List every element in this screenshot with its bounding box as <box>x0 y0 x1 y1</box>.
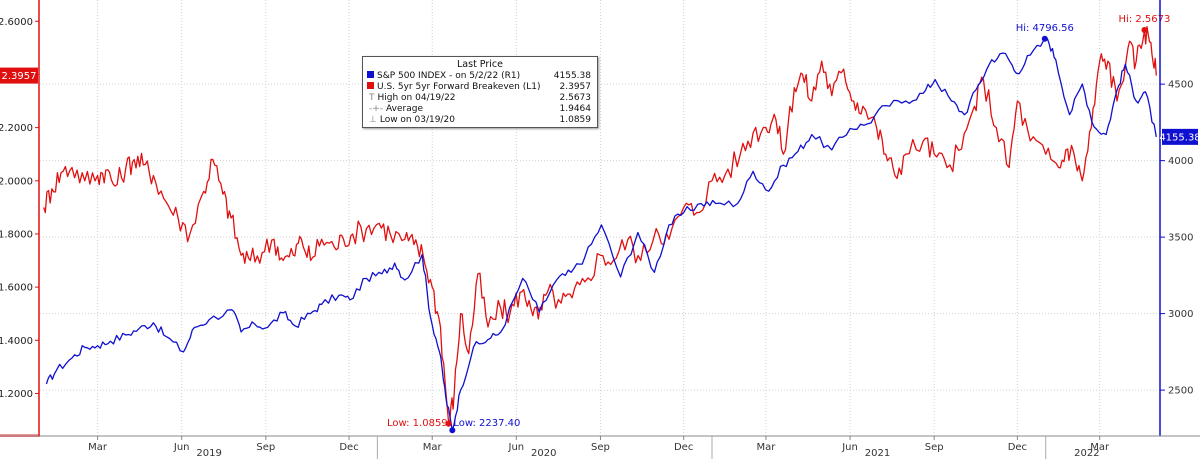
gridlines <box>40 0 1160 436</box>
x-axis-month-label: Dec <box>339 442 358 453</box>
left-last-price-flag <box>0 67 38 84</box>
right-axis-tick-label: 3000 <box>1168 309 1193 320</box>
left-axis-tick-label: 1.6000 <box>0 283 33 294</box>
left-axis-tick-label: 1.2000 <box>0 389 33 400</box>
x-axis-month-label: Dec <box>674 442 693 453</box>
x-axis-month-label: Sep <box>256 442 275 453</box>
x-axis-start-marker <box>0 434 40 437</box>
annotation-label: Hi: 4796.56 <box>1016 23 1074 34</box>
annotation-marker <box>449 427 456 434</box>
annotation-marker <box>1041 35 1048 42</box>
left-last-price-label: 2.3957 <box>2 71 37 82</box>
x-axis-month-label: Mar <box>423 442 443 453</box>
legend-entry-breakeven[interactable]: U.S. 5yr 5yr Forward Breakeven (L1) 2.39… <box>363 82 597 93</box>
legend-label-breakeven: U.S. 5yr 5yr Forward Breakeven (L1) <box>377 82 541 92</box>
left-axis-tick-label: 2.2000 <box>0 123 33 134</box>
right-axis-tick-label: 2500 <box>1168 386 1193 397</box>
legend-swatch-sp500 <box>367 71 374 78</box>
x-axis-month-label: Dec <box>1008 442 1027 453</box>
legend-label-high: High on 04/19/22 <box>377 93 456 103</box>
x-axis-year-label: 2020 <box>531 448 556 459</box>
legend-value-breakeven: 2.3957 <box>559 82 592 92</box>
left-axis-tick-label: 1.4000 <box>0 336 33 347</box>
right-axis-tick-label: 4500 <box>1168 80 1193 91</box>
legend-label-sp500: S&P 500 INDEX - on 5/2/22 (R1) <box>377 71 521 81</box>
series-lines <box>43 26 1157 431</box>
annotation-label: Low: 1.0859 <box>387 418 448 429</box>
x-axis-month-label: Sep <box>591 442 610 453</box>
legend-value-average: 1.9464 <box>559 104 592 114</box>
legend-label-low: Low on 03/19/20 <box>379 115 455 125</box>
series-line-breakeven <box>43 26 1157 425</box>
annotation-label: Low: 2237.40 <box>453 418 520 429</box>
legend-value-sp500: 4155.38 <box>553 71 591 81</box>
legend-value-low: 1.0859 <box>559 115 592 125</box>
left-axis-tick-label: 2.0000 <box>0 176 33 187</box>
series-line-sp500 <box>45 38 1157 431</box>
left-axis-tick-label: 2.6000 <box>0 17 33 28</box>
high-marker-icon: T <box>369 93 375 103</box>
legend-swatch-breakeven <box>367 82 374 89</box>
right-axis-tick-label: 3500 <box>1168 233 1193 244</box>
legend-value-high: 2.5673 <box>559 93 592 103</box>
annotations: Hi: 4796.56 Hi: 2.5673 Low: 1.0859 Low: 223… <box>387 14 1171 434</box>
x-axis-month-label: Jun <box>173 442 190 453</box>
legend-label-average: Average <box>386 104 424 114</box>
x-axis-month-label: Mar <box>757 442 777 453</box>
annotation-marker <box>445 420 452 427</box>
right-axis-tick-label: 4000 <box>1168 156 1193 167</box>
legend-entry-low: ⊥ Low on 03/19/20 1.0859 <box>363 115 597 126</box>
right-last-price-label: 4155.38 <box>1159 132 1200 143</box>
x-axis-year-label: 2021 <box>865 448 890 459</box>
x-axis-year-label: 2022 <box>1074 448 1099 459</box>
x-axis-month-label: Mar <box>88 442 108 453</box>
x-axis-month-label: Sep <box>925 442 944 453</box>
annotation-label: Hi: 2.5673 <box>1119 14 1171 25</box>
plot-background <box>40 0 1160 436</box>
legend-entry-sp500[interactable]: S&P 500 INDEX - on 5/2/22 (R1) 4155.38 <box>363 71 597 82</box>
legend-header: Last Price <box>457 59 503 70</box>
legend[interactable]: Last Price S&P 500 INDEX - on 5/2/22 (R1… <box>362 56 598 128</box>
legend-entry-high: T High on 04/19/22 2.5673 <box>363 93 597 104</box>
x-axis-month-label: Mar <box>1090 442 1110 453</box>
left-axis-tick-label: 1.8000 <box>0 229 33 240</box>
annotation-marker <box>1141 26 1148 33</box>
average-marker-icon: -+- <box>369 104 384 114</box>
legend-entry-average: -+- Average 1.9464 <box>363 104 597 115</box>
x-axis-year-label: 2019 <box>196 448 221 459</box>
low-marker-icon: ⊥ <box>369 115 377 125</box>
x-axis-month-label: Jun <box>508 442 525 453</box>
right-last-price-flag <box>1162 128 1198 145</box>
x-axis-month-label: Jun <box>841 442 858 453</box>
